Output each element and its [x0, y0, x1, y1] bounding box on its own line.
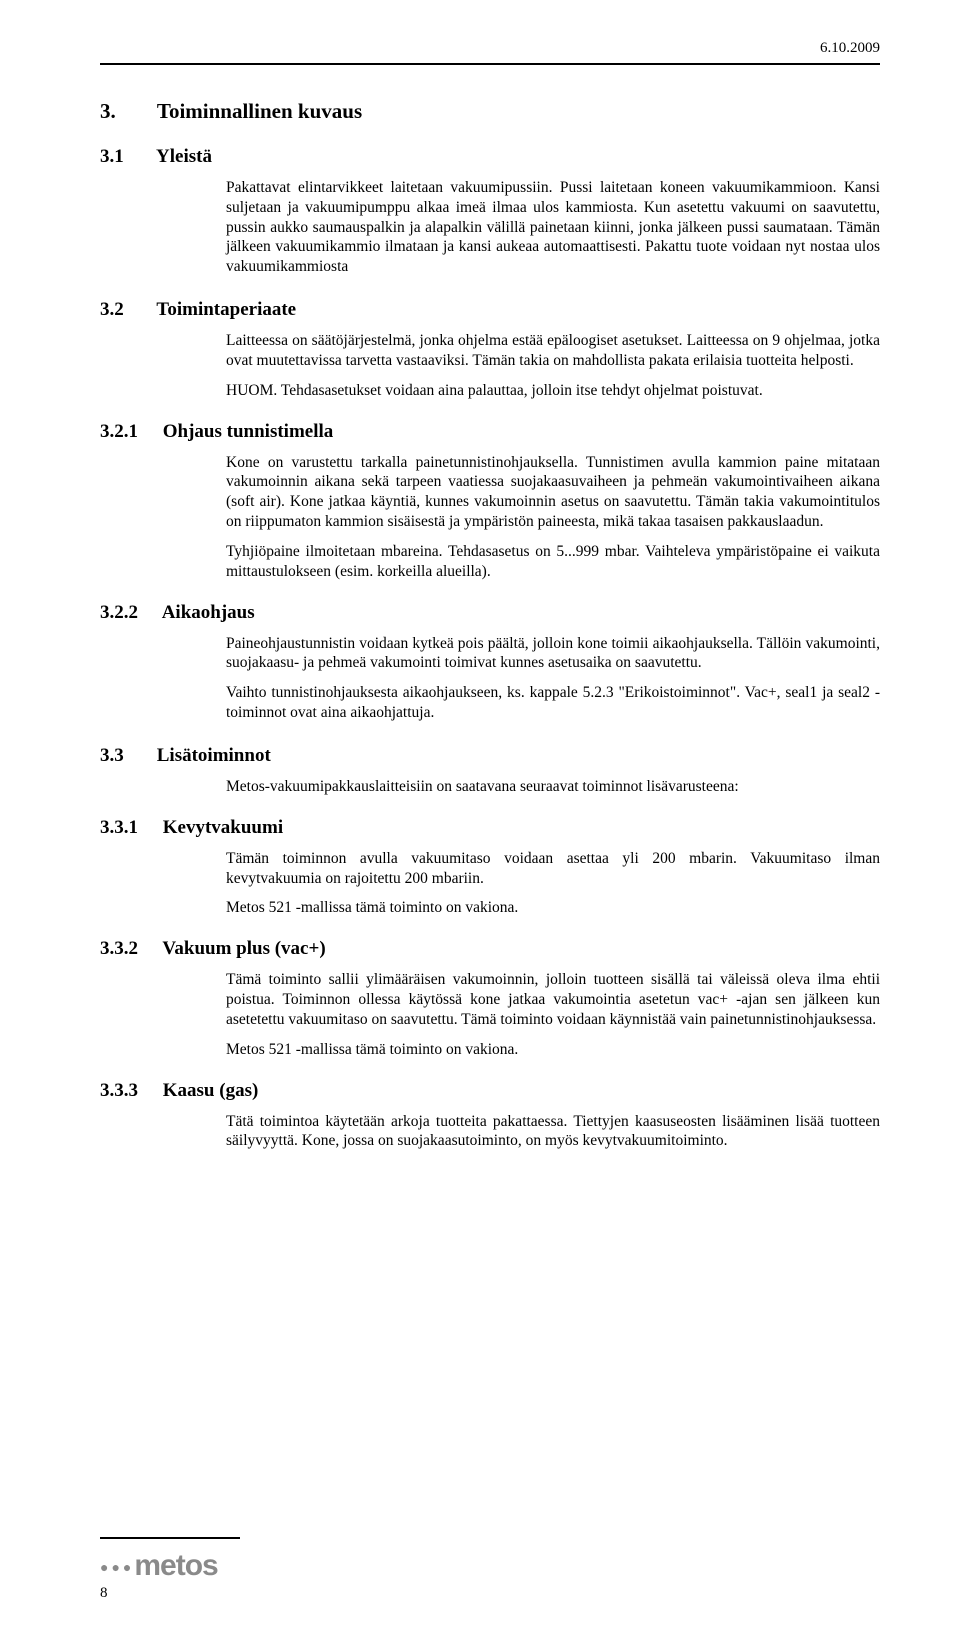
heading-3-num: 3. — [100, 99, 152, 124]
heading-3-3-num: 3.3 — [100, 745, 152, 767]
para-3-2-2-1: Paineohjaustunnistin voidaan kytkeä pois… — [226, 634, 880, 674]
heading-3-2-2-title: Aikaohjaus — [162, 602, 255, 623]
heading-3-2-1-title: Ohjaus tunnistimella — [163, 421, 334, 442]
heading-3-2: 3.2 Toimintaperiaate — [100, 299, 880, 321]
heading-3-2-title: Toimintaperiaate — [156, 299, 296, 320]
page-number: 8 — [100, 1585, 880, 1602]
para-3-3-1-1: Tämän toiminnon avulla vakuumitaso voida… — [226, 849, 880, 889]
heading-3: 3. Toiminnallinen kuvaus — [100, 99, 880, 124]
heading-3-title: Toiminnallinen kuvaus — [157, 99, 362, 123]
logo-text: metos — [134, 1549, 217, 1582]
para-3-2-2-2: Vaihto tunnistinohjauksesta aikaohjaukse… — [226, 683, 880, 723]
para-3-1-1: Pakattavat elintarvikkeet laitetaan vaku… — [226, 178, 880, 277]
para-3-2-1: Laitteessa on säätöjärjestelmä, jonka oh… — [226, 331, 880, 371]
heading-3-2-2-num: 3.2.2 — [100, 602, 158, 624]
heading-3-1: 3.1 Yleistä — [100, 146, 880, 168]
heading-3-3: 3.3 Lisätoiminnot — [100, 745, 880, 767]
heading-3-2-1-num: 3.2.1 — [100, 421, 158, 443]
footer: ●●●metos 8 — [100, 1537, 880, 1602]
para-3-3-1-2: Metos 521 -mallissa tämä toiminto on vak… — [226, 898, 880, 918]
logo-dots-icon: ●●● — [100, 1559, 134, 1575]
para-3-2-1-1: Kone on varustettu tarkalla painetunnist… — [226, 453, 880, 532]
heading-3-2-2: 3.2.2 Aikaohjaus — [100, 602, 880, 624]
para-3-2-1-2: Tyhjiöpaine ilmoitetaan mbareina. Tehdas… — [226, 542, 880, 582]
para-3-3-1: Metos-vakuumipakkauslaitteisiin on saata… — [226, 777, 880, 797]
heading-3-3-2-num: 3.3.2 — [100, 938, 158, 960]
para-3-2-2: HUOM. Tehdasasetukset voidaan aina palau… — [226, 381, 880, 401]
logo: ●●●metos — [100, 1537, 240, 1583]
heading-3-2-1: 3.2.1 Ohjaus tunnistimella — [100, 421, 880, 443]
heading-3-1-num: 3.1 — [100, 146, 152, 168]
heading-3-1-title: Yleistä — [156, 146, 212, 167]
heading-3-3-2: 3.3.2 Vakuum plus (vac+) — [100, 938, 880, 960]
heading-3-3-3-num: 3.3.3 — [100, 1080, 158, 1102]
heading-3-3-3: 3.3.3 Kaasu (gas) — [100, 1080, 880, 1102]
para-3-3-2-1: Tämä toiminto sallii ylimääräisen vakumo… — [226, 970, 880, 1029]
heading-3-3-1-title: Kevytvakuumi — [163, 817, 283, 838]
heading-3-3-2-title: Vakuum plus (vac+) — [162, 938, 325, 959]
header-date: 6.10.2009 — [100, 40, 880, 57]
header-rule — [100, 63, 880, 65]
para-3-3-3-1: Tätä toimintoa käytetään arkoja tuotteit… — [226, 1112, 880, 1152]
heading-3-3-3-title: Kaasu (gas) — [163, 1080, 259, 1101]
heading-3-3-1-num: 3.3.1 — [100, 817, 158, 839]
heading-3-3-1: 3.3.1 Kevytvakuumi — [100, 817, 880, 839]
heading-3-2-num: 3.2 — [100, 299, 152, 321]
heading-3-3-title: Lisätoiminnot — [157, 745, 271, 766]
para-3-3-2-2: Metos 521 -mallissa tämä toiminto on vak… — [226, 1040, 880, 1060]
